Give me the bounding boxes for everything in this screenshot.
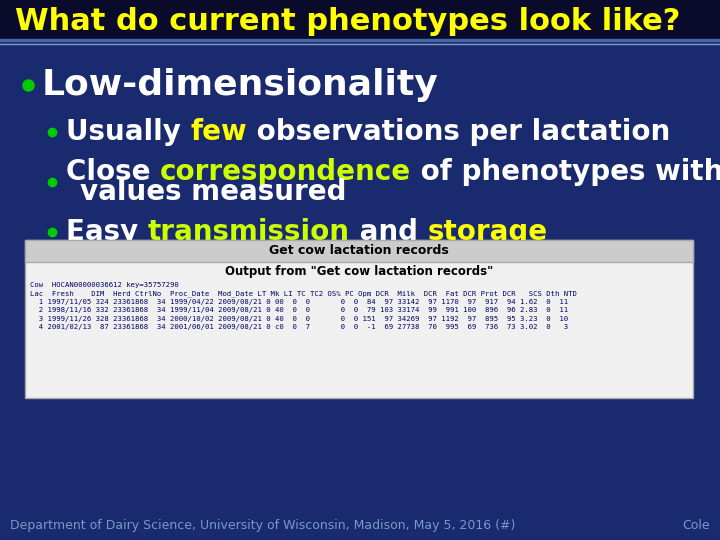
Text: Output from "Get cow lactation records": Output from "Get cow lactation records" — [225, 265, 493, 278]
Text: Get cow lactation records: Get cow lactation records — [269, 245, 449, 258]
FancyBboxPatch shape — [25, 240, 693, 262]
Text: correspondence: correspondence — [160, 158, 411, 186]
Text: storage: storage — [428, 218, 548, 246]
Text: observations per lactation: observations per lactation — [247, 118, 670, 146]
Text: values measured: values measured — [80, 178, 346, 206]
Text: Cole: Cole — [683, 519, 710, 532]
Text: Close: Close — [66, 158, 160, 186]
Text: and: and — [350, 218, 428, 246]
Text: Usually: Usually — [66, 118, 191, 146]
Text: transmission: transmission — [148, 218, 350, 246]
Text: Easy: Easy — [66, 218, 148, 246]
Text: Department of Dairy Science, University of Wisconsin, Madison, May 5, 2016 (#): Department of Dairy Science, University … — [10, 519, 516, 532]
Text: What do current phenotypes look like?: What do current phenotypes look like? — [15, 6, 680, 36]
Text: Low-dimensionality: Low-dimensionality — [42, 68, 438, 102]
Text: few: few — [191, 118, 247, 146]
FancyBboxPatch shape — [0, 0, 720, 40]
Text: of phenotypes with: of phenotypes with — [411, 158, 720, 186]
Text: Cow  HOCAN00000036612 key=35757290
Lac  Fresh    DIM  Herd CtrlNo  Proc_Date  Mo: Cow HOCAN00000036612 key=35757290 Lac Fr… — [30, 282, 577, 330]
FancyBboxPatch shape — [25, 240, 693, 398]
